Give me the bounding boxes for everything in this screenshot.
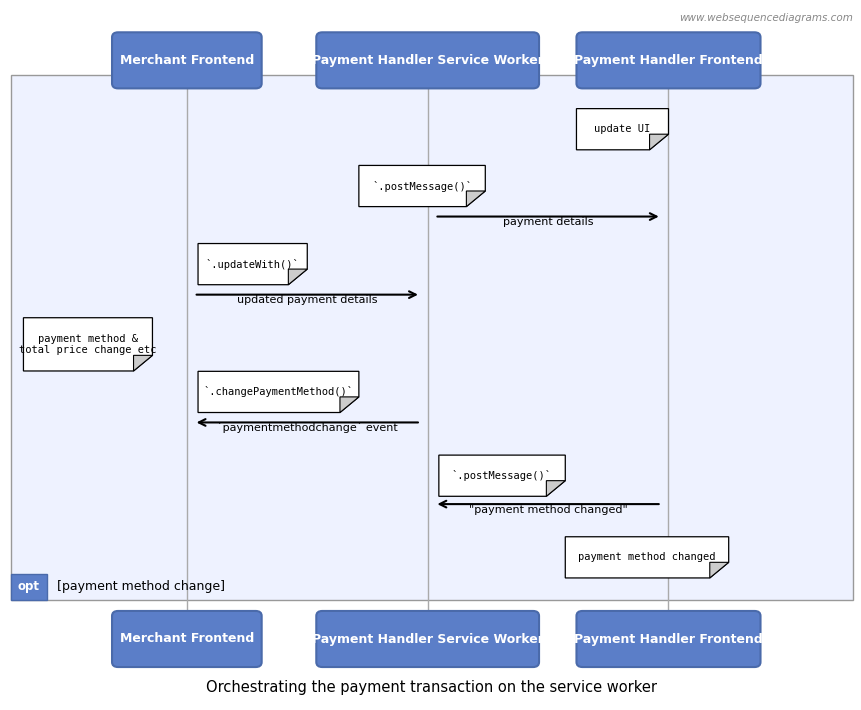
Text: Payment Handler Frontend: Payment Handler Frontend: [573, 54, 762, 67]
Polygon shape: [23, 318, 152, 371]
Polygon shape: [288, 269, 307, 285]
Text: `.changePaymentMethod()`: `.changePaymentMethod()`: [203, 386, 353, 398]
Text: Payment Handler Service Worker: Payment Handler Service Worker: [312, 54, 543, 67]
Polygon shape: [198, 371, 358, 413]
Text: `.postMessage()`: `.postMessage()`: [451, 470, 551, 481]
FancyBboxPatch shape: [112, 32, 262, 88]
Polygon shape: [466, 191, 485, 207]
Polygon shape: [198, 244, 307, 285]
Text: Merchant Frontend: Merchant Frontend: [120, 54, 254, 67]
Text: Orchestrating the payment transaction on the service worker: Orchestrating the payment transaction on…: [207, 679, 657, 695]
Text: `paymentmethodchange` event: `paymentmethodchange` event: [217, 422, 397, 433]
FancyBboxPatch shape: [576, 32, 759, 88]
Text: update UI: update UI: [594, 124, 650, 134]
Polygon shape: [438, 455, 565, 496]
Polygon shape: [546, 481, 565, 496]
Text: Merchant Frontend: Merchant Frontend: [120, 633, 254, 645]
Polygon shape: [709, 562, 728, 578]
Text: [payment method change]: [payment method change]: [57, 580, 225, 594]
Text: payment method &
total price change etc: payment method & total price change etc: [19, 334, 157, 355]
FancyBboxPatch shape: [316, 32, 538, 88]
Polygon shape: [133, 355, 152, 371]
Text: Payment Handler Service Worker: Payment Handler Service Worker: [312, 633, 543, 645]
Text: www.websequencediagrams.com: www.websequencediagrams.com: [678, 13, 852, 23]
Polygon shape: [10, 75, 852, 600]
Text: `.postMessage()`: `.postMessage()`: [372, 180, 472, 192]
Text: updated payment details: updated payment details: [237, 295, 377, 305]
Polygon shape: [339, 397, 358, 413]
Text: Payment Handler Frontend: Payment Handler Frontend: [573, 633, 762, 645]
Polygon shape: [649, 134, 668, 150]
Text: payment method changed: payment method changed: [578, 552, 715, 562]
FancyBboxPatch shape: [316, 611, 538, 667]
FancyBboxPatch shape: [10, 574, 46, 600]
FancyBboxPatch shape: [112, 611, 262, 667]
Polygon shape: [565, 537, 728, 578]
FancyBboxPatch shape: [576, 611, 759, 667]
Polygon shape: [576, 109, 668, 150]
Text: `.updateWith()`: `.updateWith()`: [206, 258, 299, 270]
Polygon shape: [358, 165, 485, 207]
Text: opt: opt: [17, 580, 40, 594]
Text: "payment method changed": "payment method changed": [468, 505, 627, 515]
Text: payment details: payment details: [502, 217, 592, 227]
